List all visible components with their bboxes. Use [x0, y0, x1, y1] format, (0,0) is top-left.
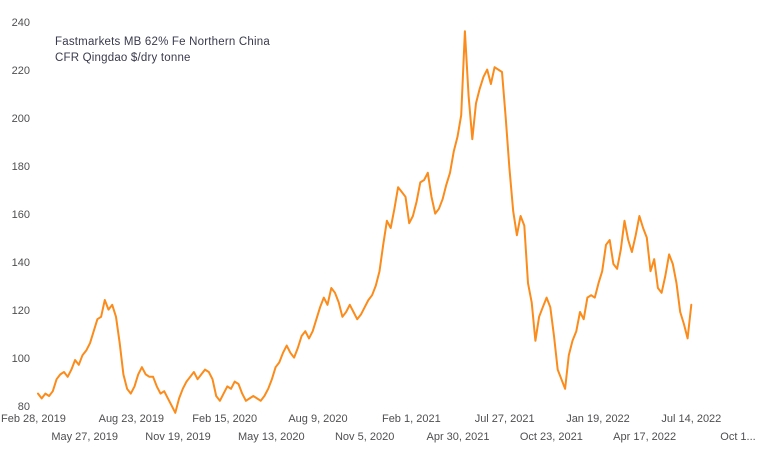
- legend-line-2: CFR Qingdao $/dry tonne: [55, 52, 191, 64]
- x-axis-label: Aug 9, 2020: [288, 413, 348, 425]
- x-axis-label: Aug 23, 2019: [98, 413, 165, 425]
- y-axis-label: 180: [11, 161, 30, 173]
- legend-line-1: Fastmarkets MB 62% Fe Northern China: [55, 36, 270, 48]
- x-axis-label: Oct 23, 2021: [519, 431, 583, 443]
- y-axis-label: 220: [11, 65, 30, 77]
- x-axis-label: Nov 19, 2019: [145, 431, 211, 443]
- y-axis-label: 140: [11, 257, 30, 269]
- x-axis-label: Apr 30, 2021: [426, 431, 490, 443]
- x-axis-label: Apr 17, 2022: [613, 431, 677, 443]
- x-axis-label: Jan 19, 2022: [566, 413, 630, 425]
- x-axis-label: Feb 28, 2019: [1, 413, 66, 425]
- y-axis-label: 100: [11, 353, 30, 365]
- y-axis-label: 120: [11, 305, 30, 317]
- y-axis-label: 240: [11, 17, 30, 29]
- price-line: [37, 30, 693, 414]
- y-axis-label: 80: [17, 401, 30, 413]
- x-axis-label: Feb 15, 2020: [192, 413, 258, 425]
- x-axis-label: May 13, 2020: [238, 431, 305, 443]
- x-axis-label: Oct 1...: [720, 431, 756, 443]
- x-axis-label: Jul 27, 2021: [474, 413, 535, 425]
- x-axis-label: May 27, 2019: [51, 431, 118, 443]
- x-axis-label: Feb 1, 2021: [381, 413, 441, 425]
- chart-legend: Fastmarkets MB 62% Fe Northern China CFR…: [55, 34, 270, 66]
- x-axis-label: Nov 5, 2020: [334, 431, 395, 443]
- y-axis-label: 200: [11, 113, 30, 125]
- x-axis-label: Jul 14, 2022: [661, 413, 722, 425]
- y-axis-label: 160: [11, 209, 30, 221]
